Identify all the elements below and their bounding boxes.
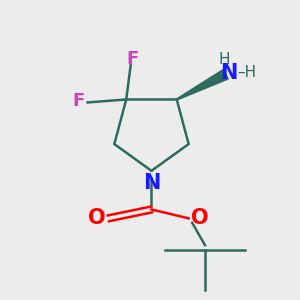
Polygon shape bbox=[176, 70, 228, 100]
Text: O: O bbox=[88, 208, 106, 228]
Text: O: O bbox=[191, 208, 209, 228]
Text: N: N bbox=[143, 173, 160, 193]
Text: –H: –H bbox=[238, 65, 257, 80]
Text: F: F bbox=[126, 50, 138, 68]
Text: N: N bbox=[220, 63, 238, 83]
Text: H: H bbox=[219, 52, 230, 68]
Text: F: F bbox=[73, 92, 85, 110]
